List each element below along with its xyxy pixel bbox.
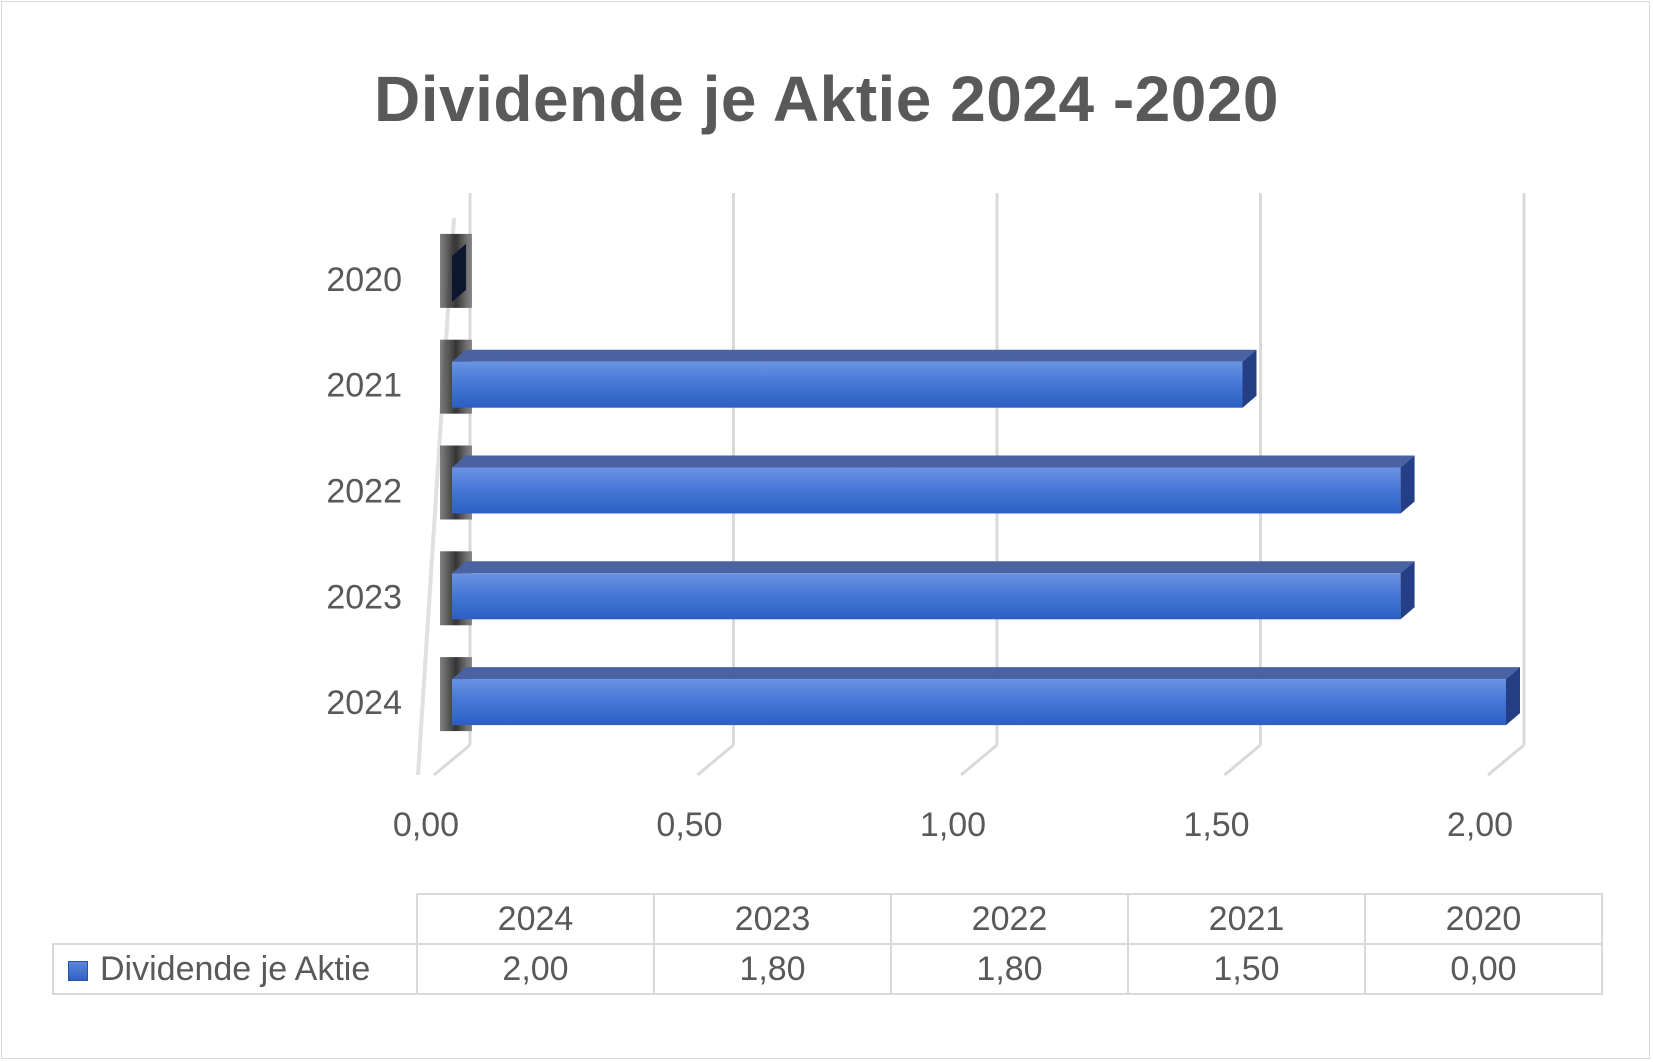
- y-category-label: 2023: [326, 578, 402, 616]
- data-table-value: 2,00: [416, 943, 655, 995]
- data-table-value: 1,80: [890, 943, 1129, 995]
- bar-chart: 0,00 0,50 1,00 1,50 2,00 2024 2023 2022 2021 2020: [326, 193, 1526, 844]
- bar-top: [452, 349, 1257, 362]
- data-table-series-row: Dividende je Aktie 2,00 1,80 1,80 1,50 0…: [52, 943, 1603, 995]
- x-tick-label: 1,50: [1183, 806, 1249, 844]
- data-table-header: 2021: [1127, 893, 1366, 945]
- bar-top: [452, 561, 1415, 574]
- data-table-header: 2020: [1364, 893, 1603, 945]
- data-table-corner: [53, 894, 418, 945]
- data-table-value: 1,80: [653, 943, 892, 995]
- bar-zero-stub: [452, 243, 466, 302]
- y-category-label: 2021: [326, 367, 402, 405]
- chart-title: Dividende je Aktie 2024 -2020: [373, 63, 1280, 135]
- data-table-header: 2023: [653, 893, 892, 945]
- data-table-series-cell: Dividende je Aktie: [52, 943, 418, 995]
- gridline-floor: [433, 743, 471, 777]
- y-category-label: 2022: [326, 473, 402, 511]
- data-table-value: 1,50: [1127, 943, 1366, 995]
- data-table-value: 0,00: [1364, 943, 1603, 995]
- data-table-header-row: 2024 2023 2022 2021 2020: [53, 893, 1603, 945]
- bar-end: [1242, 349, 1257, 408]
- gridline-floor: [960, 743, 998, 777]
- x-tick-label: 0,50: [656, 806, 722, 844]
- x-tick-label: 0,00: [393, 806, 459, 844]
- bar-top: [452, 455, 1415, 468]
- bar-end: [1400, 455, 1415, 514]
- bar: [452, 573, 1401, 620]
- gridline-floor: [1223, 743, 1262, 777]
- bar: [452, 361, 1243, 408]
- bar: [452, 467, 1401, 514]
- series-name: Dividende je Aktie: [100, 949, 371, 988]
- bar-end: [1506, 667, 1520, 726]
- data-table: 2024 2023 2022 2021 2020 Dividende je Ak…: [52, 893, 1603, 995]
- x-tick-label: 1,00: [920, 806, 986, 844]
- x-tick-label: 2,00: [1447, 806, 1513, 844]
- bar: [452, 679, 1506, 726]
- bar-top: [452, 667, 1520, 680]
- data-table-header: 2022: [890, 893, 1129, 945]
- y-category-label: 2020: [326, 261, 402, 299]
- y-category-label: 2024: [326, 684, 402, 722]
- gridline-floor: [696, 743, 735, 777]
- legend-swatch: [68, 960, 88, 981]
- bar-end: [1400, 561, 1415, 620]
- gridline-floor: [1487, 743, 1525, 777]
- data-table-header: 2024: [416, 893, 655, 945]
